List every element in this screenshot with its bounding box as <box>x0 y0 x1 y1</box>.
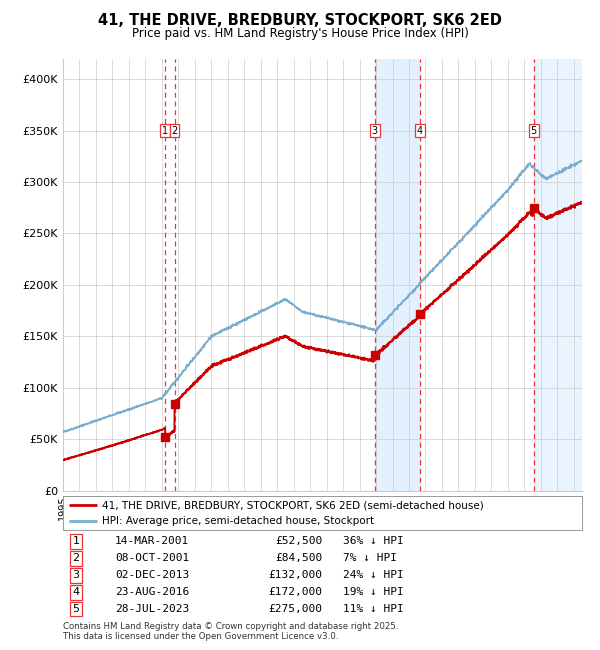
Text: £132,000: £132,000 <box>269 570 323 580</box>
Text: HPI: Average price, semi-detached house, Stockport: HPI: Average price, semi-detached house,… <box>102 516 374 526</box>
Text: 3: 3 <box>73 570 79 580</box>
Text: 28-JUL-2023: 28-JUL-2023 <box>115 604 189 614</box>
Text: 1: 1 <box>73 536 79 547</box>
Text: 14-MAR-2001: 14-MAR-2001 <box>115 536 189 547</box>
Text: £275,000: £275,000 <box>269 604 323 614</box>
Text: 3: 3 <box>371 125 378 136</box>
Text: 41, THE DRIVE, BREDBURY, STOCKPORT, SK6 2ED: 41, THE DRIVE, BREDBURY, STOCKPORT, SK6 … <box>98 13 502 28</box>
Bar <box>534 58 582 491</box>
Text: 41, THE DRIVE, BREDBURY, STOCKPORT, SK6 2ED (semi-detached house): 41, THE DRIVE, BREDBURY, STOCKPORT, SK6 … <box>102 500 484 510</box>
Bar <box>566 58 582 491</box>
Text: £172,000: £172,000 <box>269 587 323 597</box>
Text: 23-AUG-2016: 23-AUG-2016 <box>115 587 189 597</box>
Text: 02-DEC-2013: 02-DEC-2013 <box>115 570 189 580</box>
Text: £84,500: £84,500 <box>275 553 323 564</box>
Text: 2: 2 <box>172 125 178 136</box>
Text: Contains HM Land Registry data © Crown copyright and database right 2025.
This d: Contains HM Land Registry data © Crown c… <box>63 622 398 642</box>
Text: Price paid vs. HM Land Registry's House Price Index (HPI): Price paid vs. HM Land Registry's House … <box>131 27 469 40</box>
Text: 5: 5 <box>530 125 537 136</box>
Text: 2: 2 <box>73 553 80 564</box>
Text: 08-OCT-2001: 08-OCT-2001 <box>115 553 189 564</box>
Text: 4: 4 <box>73 587 80 597</box>
Text: 5: 5 <box>73 604 79 614</box>
Bar <box>375 58 420 491</box>
Text: 24% ↓ HPI: 24% ↓ HPI <box>343 570 404 580</box>
Text: 19% ↓ HPI: 19% ↓ HPI <box>343 587 404 597</box>
Text: 36% ↓ HPI: 36% ↓ HPI <box>343 536 404 547</box>
Text: 4: 4 <box>416 125 423 136</box>
Text: £52,500: £52,500 <box>275 536 323 547</box>
Text: 1: 1 <box>162 125 168 136</box>
Text: 11% ↓ HPI: 11% ↓ HPI <box>343 604 404 614</box>
Text: 7% ↓ HPI: 7% ↓ HPI <box>343 553 397 564</box>
